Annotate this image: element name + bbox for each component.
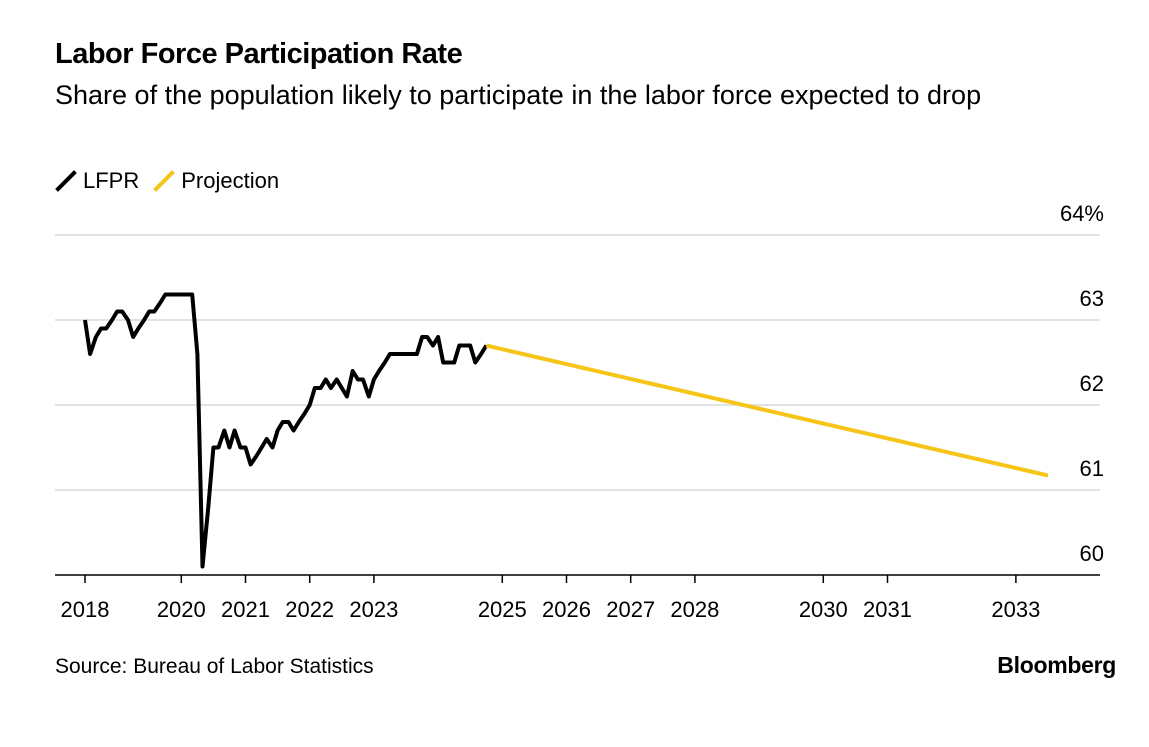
x-tick-label: 2027	[606, 597, 655, 622]
legend-item-lfpr: LFPR	[55, 168, 139, 194]
x-tick-label: 2023	[349, 597, 398, 622]
bloomberg-logo: Bloomberg	[997, 652, 1116, 678]
y-tick-label: 62	[1080, 371, 1104, 396]
x-tick-label: 2022	[285, 597, 334, 622]
series-line-lfpr	[83, 292, 489, 569]
x-tick-label: 2021	[221, 597, 270, 622]
legend-swatch-lfpr	[55, 170, 77, 192]
x-tick-label: 2025	[478, 597, 527, 622]
legend-label-projection: Projection	[181, 168, 280, 193]
chart-title: Labor Force Participation Rate	[55, 38, 463, 70]
x-tick-label: 2033	[991, 597, 1040, 622]
x-tick-label: 2028	[670, 597, 719, 622]
legend-swatch-projection	[153, 170, 176, 192]
y-tick-label: 64%	[1060, 201, 1104, 226]
x-tick-label: 2020	[157, 597, 206, 622]
legend-item-projection: Projection	[153, 168, 279, 194]
y-tick-label: 63	[1080, 286, 1104, 311]
y-tick-label: 61	[1080, 456, 1104, 481]
x-tick-label: 2030	[799, 597, 848, 622]
legend-label-lfpr: LFPR	[83, 168, 140, 193]
source-note: Source: Bureau of Labor Statistics	[55, 655, 374, 678]
x-tick-label: 2031	[863, 597, 912, 622]
chart-subtitle: Share of the population likely to partic…	[55, 80, 982, 110]
x-tick-label: 2026	[542, 597, 591, 622]
series-line-projection	[485, 343, 1049, 478]
chart-legend: LFPR Projection	[55, 166, 293, 196]
x-tick-label: 2018	[61, 597, 110, 622]
y-tick-label: 60	[1080, 541, 1104, 566]
